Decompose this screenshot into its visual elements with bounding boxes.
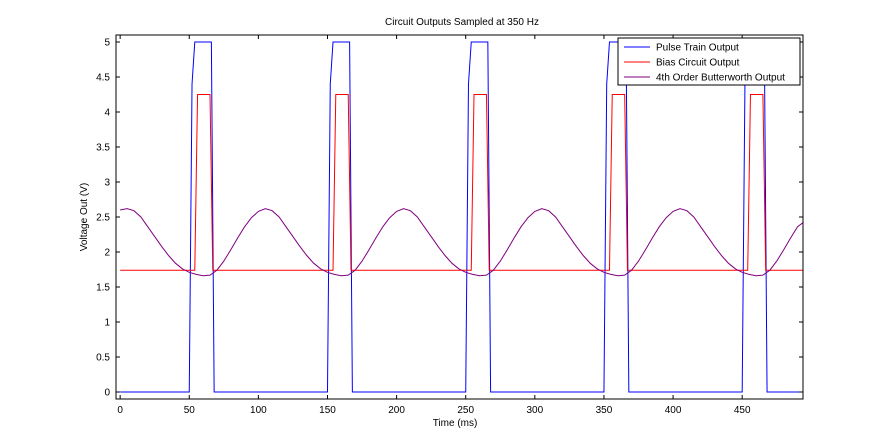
x-tick-label: 250 (457, 405, 474, 416)
legend-label-0: Pulse Train Output (656, 43, 739, 54)
y-tick-label: 5 (104, 38, 110, 49)
legend-label-2: 4th Order Butterworth Output (656, 73, 785, 84)
plot-area: 0 50 100 150 200 250 300 350 400 450 0 0.5 1 1.5 2 2.5… (96, 34, 804, 416)
x-tick-label: 150 (319, 405, 336, 416)
y-tick-label: 1.5 (96, 283, 110, 294)
y-tick-label: 3.5 (96, 143, 110, 154)
chart-title: Circuit Outputs Sampled at 350 Hz (385, 17, 539, 28)
x-tick-label: 200 (388, 405, 405, 416)
y-tick-label: 4.5 (96, 73, 110, 84)
y-tick-label: 0.5 (96, 353, 110, 364)
x-axis-title: Time (ms) (433, 418, 478, 429)
y-axis-title: Voltage Out (V) (79, 183, 90, 251)
x-tick-label: 300 (526, 405, 543, 416)
series-line-1 (120, 94, 803, 271)
legend: Pulse Train Output Bias Circuit Output 4th… (617, 37, 801, 86)
y-tick-label: 1 (104, 318, 110, 329)
y-axis: 0 0.5 1 1.5 2 2.5 3 3.5 4 4.5 5 (96, 38, 803, 399)
x-tick-label: 450 (734, 405, 751, 416)
plot-background (116, 35, 803, 399)
x-axis: 0 50 100 150 200 250 300 350 400 450 (117, 35, 751, 416)
x-tick-label: 350 (596, 405, 613, 416)
y-tick-label: 2.5 (96, 213, 110, 224)
y-tick-label: 2 (104, 248, 110, 259)
series-layer (120, 41, 803, 393)
y-tick-label: 3 (104, 178, 110, 189)
x-tick-label: 50 (184, 405, 196, 416)
series-line-0 (120, 41, 803, 393)
series-line-2 (120, 208, 803, 277)
x-tick-label: 0 (117, 405, 123, 416)
y-tick-label: 0 (104, 388, 110, 399)
legend-label-1: Bias Circuit Output (656, 58, 740, 69)
x-tick-label: 100 (250, 405, 267, 416)
y-tick-label: 4 (104, 108, 110, 119)
x-tick-label: 400 (665, 405, 682, 416)
